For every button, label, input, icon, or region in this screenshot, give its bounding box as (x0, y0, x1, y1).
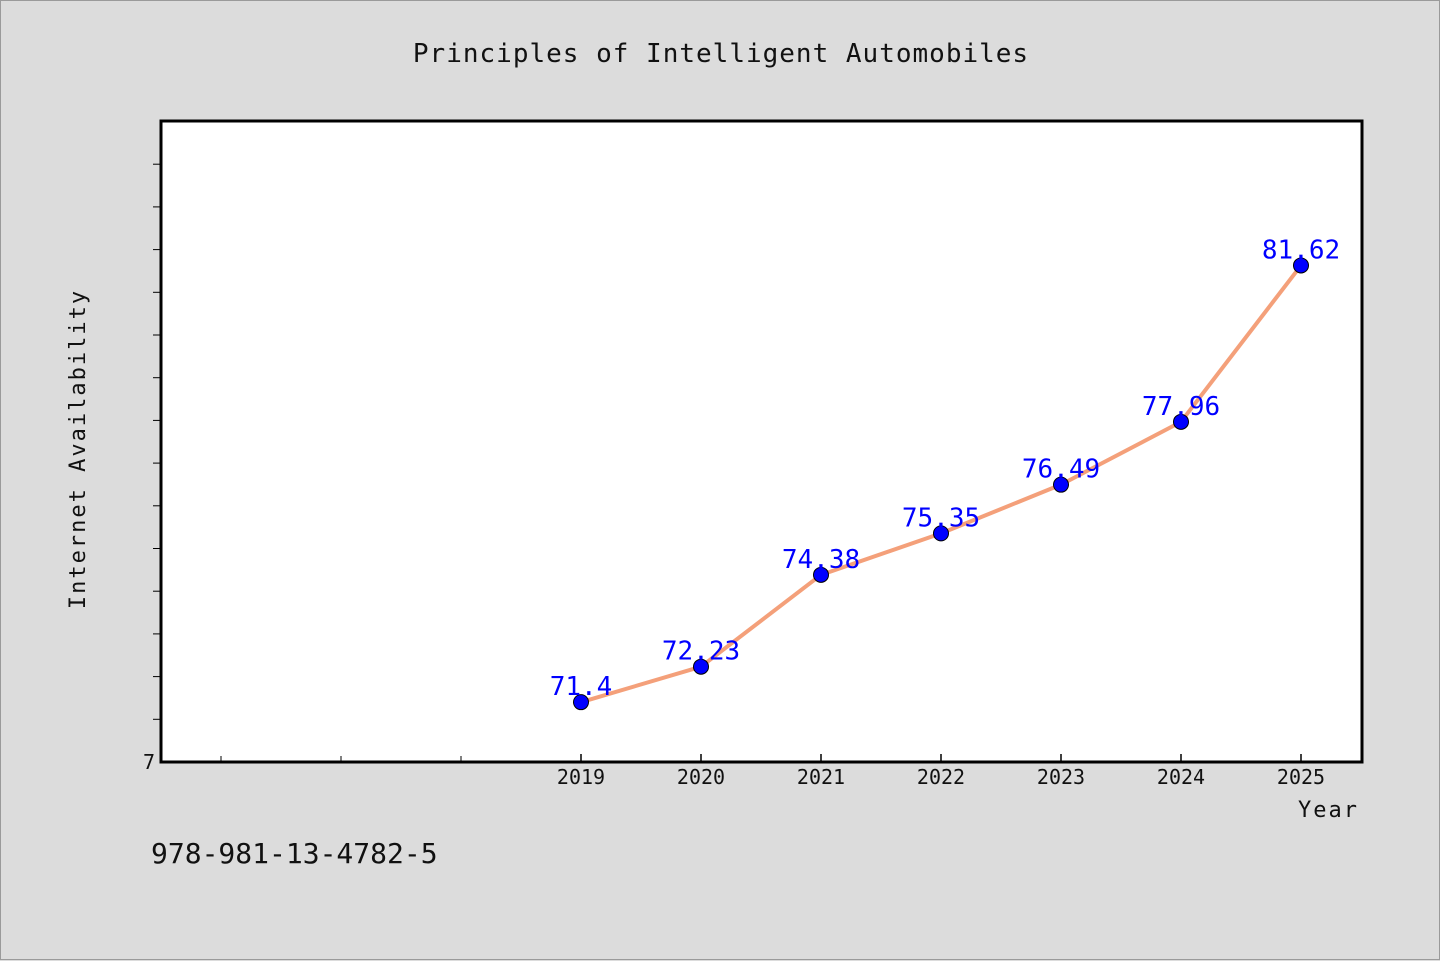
data-label: 75.35 (902, 503, 980, 533)
x-tick-label: 2025 (1277, 765, 1325, 789)
x-axis-tick-labels: 2019 2020 2021 2022 2023 2024 2025 (557, 765, 1325, 789)
series-layer: 71.4 72.23 74.38 75.35 76.49 77.96 81.62 (550, 235, 1340, 711)
data-label: 81.62 (1262, 235, 1340, 265)
x-tick-label: 2021 (797, 765, 845, 789)
plot-area (161, 121, 1362, 762)
x-tick-label: 2023 (1037, 765, 1085, 789)
data-point[interactable] (1053, 476, 1069, 493)
x-axis-label: Year (1298, 798, 1359, 823)
data-label: 71.4 (550, 672, 613, 702)
data-point[interactable] (933, 525, 949, 542)
data-label: 72.23 (662, 637, 740, 667)
x-tick-label: 2020 (677, 765, 725, 789)
data-point[interactable] (573, 694, 589, 711)
data-label: 77.96 (1142, 392, 1220, 422)
x-tick-label: 2024 (1157, 765, 1205, 789)
y-tick-label: 7 (143, 750, 155, 774)
x-tick-label: 2019 (557, 765, 605, 789)
data-point[interactable] (1173, 413, 1189, 430)
data-label: 74.38 (782, 545, 860, 575)
data-point[interactable] (693, 658, 709, 675)
isbn-footnote: 978-981-13-4782-5 (151, 837, 438, 870)
data-point[interactable] (813, 566, 829, 583)
data-label: 76.49 (1022, 455, 1100, 485)
x-tick-label: 2022 (917, 765, 965, 789)
y-axis-label: Internet Availability (66, 289, 91, 609)
plot-frame (159, 119, 1364, 764)
data-point[interactable] (1293, 257, 1309, 274)
chart-title: Principles of Intelligent Automobiles (413, 39, 1029, 69)
